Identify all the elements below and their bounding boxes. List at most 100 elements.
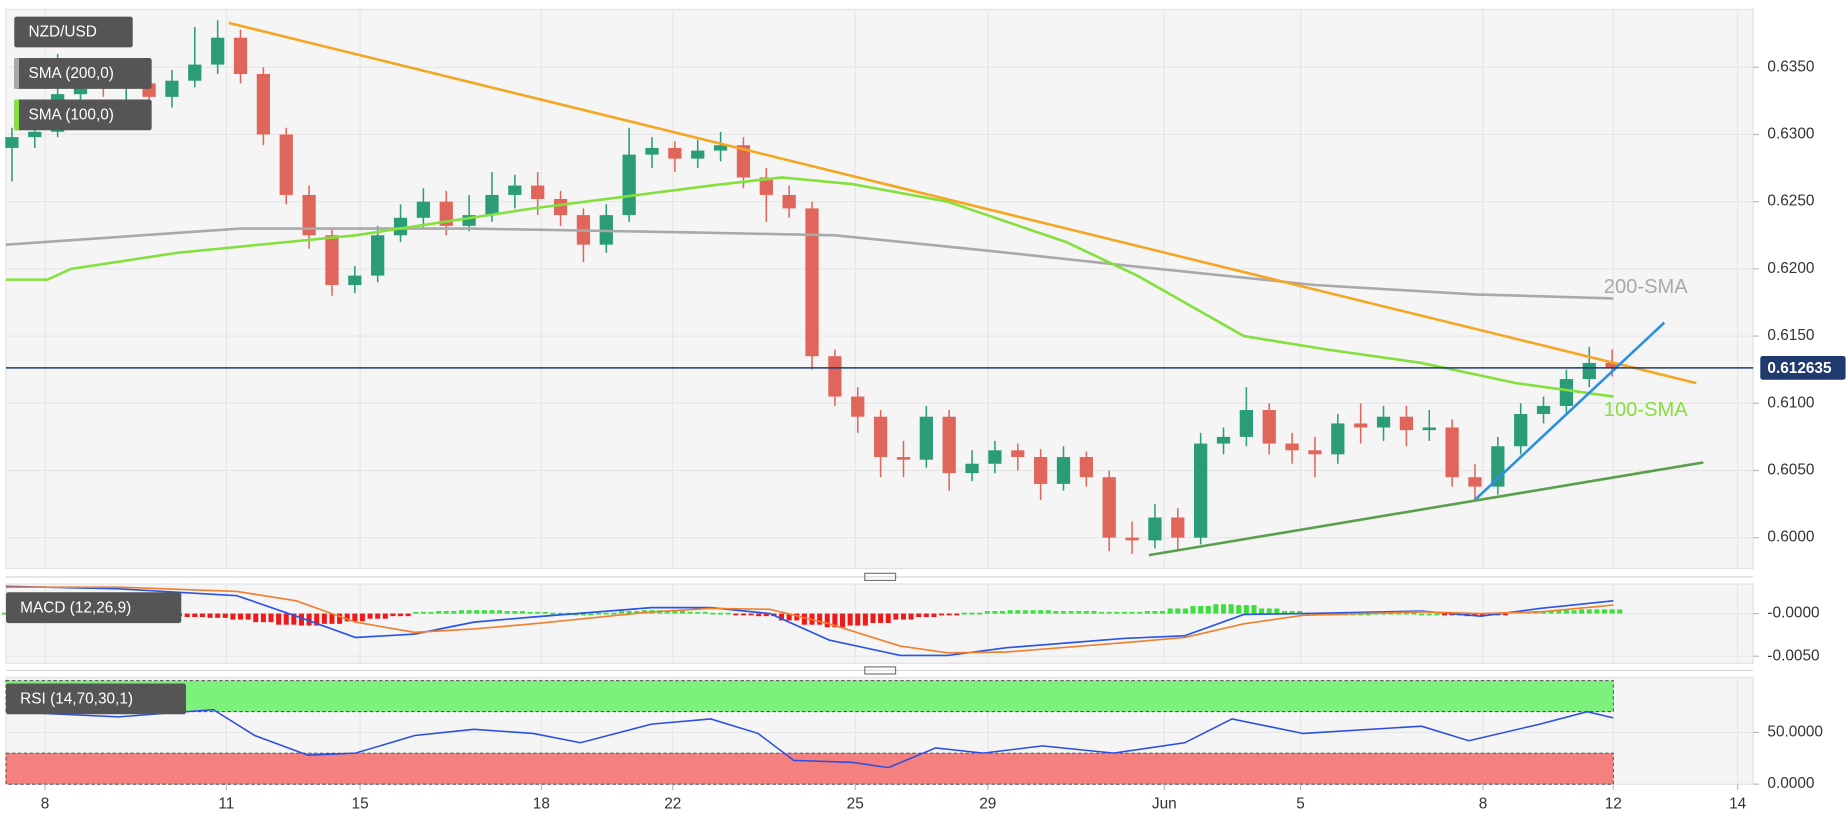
histogram-bar: [367, 613, 373, 619]
histogram-bar: [634, 611, 640, 614]
candle-body: [1239, 409, 1254, 437]
histogram-bar: [1617, 609, 1623, 614]
histogram-bar: [588, 613, 594, 616]
histogram-bar: [558, 612, 564, 615]
histogram-bar: [1502, 613, 1508, 616]
histogram-bar: [885, 613, 891, 623]
histogram-bar: [436, 611, 442, 614]
histogram-bar: [1388, 612, 1394, 615]
histogram-bar: [1068, 611, 1074, 614]
moving-average-line: [5, 227, 1614, 300]
histogram-bar: [1419, 613, 1425, 616]
histogram-bar: [260, 613, 266, 623]
candle-body: [942, 416, 956, 474]
candle-body: [713, 145, 728, 151]
histogram-bar: [405, 613, 411, 617]
indicator-legend: MACD (12,26,9): [20, 599, 131, 616]
histogram-bar: [1228, 604, 1234, 614]
histogram-bar: [1365, 613, 1371, 616]
candle-body: [1354, 423, 1368, 428]
candle-body: [1605, 362, 1619, 369]
candle-body: [1399, 416, 1414, 431]
y-tick-label: 0.6000: [1767, 529, 1814, 546]
histogram-bar: [451, 611, 457, 614]
candle-body: [1308, 450, 1322, 455]
histogram-bar: [344, 613, 350, 622]
moving-average-line: [5, 176, 1614, 398]
histogram-bar: [862, 613, 868, 626]
y-tick-label: 0.0000: [1767, 775, 1814, 792]
candle-body: [828, 356, 842, 397]
candle-body: [1102, 477, 1116, 538]
x-tick-label: 22: [664, 795, 681, 812]
histogram-bar: [443, 611, 449, 614]
histogram-bar: [1563, 610, 1569, 614]
histogram-bar: [497, 610, 503, 614]
x-tick-label: 18: [533, 795, 550, 812]
histogram-bar: [306, 613, 312, 626]
candle-body: [1491, 446, 1505, 487]
histogram-bar: [1571, 610, 1577, 614]
candle-body: [1582, 362, 1596, 380]
histogram-bar: [687, 611, 693, 614]
histogram-bar: [1152, 611, 1158, 614]
candle-body: [1262, 409, 1276, 444]
histogram-bar: [756, 613, 762, 617]
histogram-bar: [458, 610, 465, 614]
histogram-bar: [710, 612, 716, 615]
histogram-bar: [672, 611, 678, 614]
histogram-bar: [359, 613, 365, 622]
histogram-bar: [573, 613, 579, 616]
histogram-bar: [878, 613, 884, 623]
histogram-bar: [954, 613, 960, 616]
histogram-bar: [1000, 611, 1006, 614]
y-tick-label: -0.0000: [1767, 605, 1819, 622]
trend-line: [228, 21, 1697, 385]
histogram-bar: [512, 611, 518, 614]
histogram-bar: [832, 613, 838, 628]
candle-body: [1056, 457, 1071, 484]
candle-body: [5, 137, 19, 148]
histogram-bar: [1266, 608, 1272, 614]
candle-body: [1194, 443, 1208, 538]
histogram-bar: [1091, 611, 1097, 614]
histogram-bar: [489, 610, 495, 614]
resize-handle[interactable]: [864, 666, 897, 675]
histogram-bar: [824, 613, 830, 628]
histogram-bar: [626, 611, 632, 614]
candle-body: [553, 198, 568, 216]
symbol-label-box: [14, 16, 133, 48]
histogram-bar: [1045, 610, 1051, 614]
candle-body: [1514, 414, 1528, 447]
histogram-bar: [474, 610, 480, 614]
histogram-bar: [939, 613, 945, 616]
histogram-bar: [321, 613, 327, 624]
histogram-bar: [1205, 605, 1211, 614]
histogram-bar: [1060, 611, 1067, 614]
histogram-bar: [855, 613, 861, 626]
histogram-bar: [230, 613, 236, 620]
candle-body: [1468, 477, 1482, 487]
candle-body: [256, 73, 271, 135]
indicator-legend: RSI (14,70,30,1): [20, 691, 133, 708]
histogram-bar: [992, 611, 998, 614]
histogram-bar: [542, 611, 548, 614]
histogram-bar: [1602, 609, 1608, 614]
histogram-bar: [1038, 610, 1044, 614]
histogram-bar: [1015, 610, 1021, 614]
pane-background: [5, 8, 1754, 570]
histogram-bar: [702, 611, 708, 614]
histogram-bar: [329, 613, 335, 624]
histogram-bar: [1594, 609, 1600, 614]
histogram-bar: [1426, 613, 1432, 616]
candle-body: [1079, 457, 1093, 478]
histogram-bar: [1579, 609, 1585, 614]
histogram-bar: [550, 612, 556, 615]
histogram-bar: [466, 610, 472, 614]
histogram-bar: [1274, 608, 1280, 614]
histogram-bar: [946, 613, 952, 616]
candle-body: [531, 185, 545, 199]
histogram-bar: [596, 612, 602, 615]
resize-handle[interactable]: [864, 572, 897, 582]
